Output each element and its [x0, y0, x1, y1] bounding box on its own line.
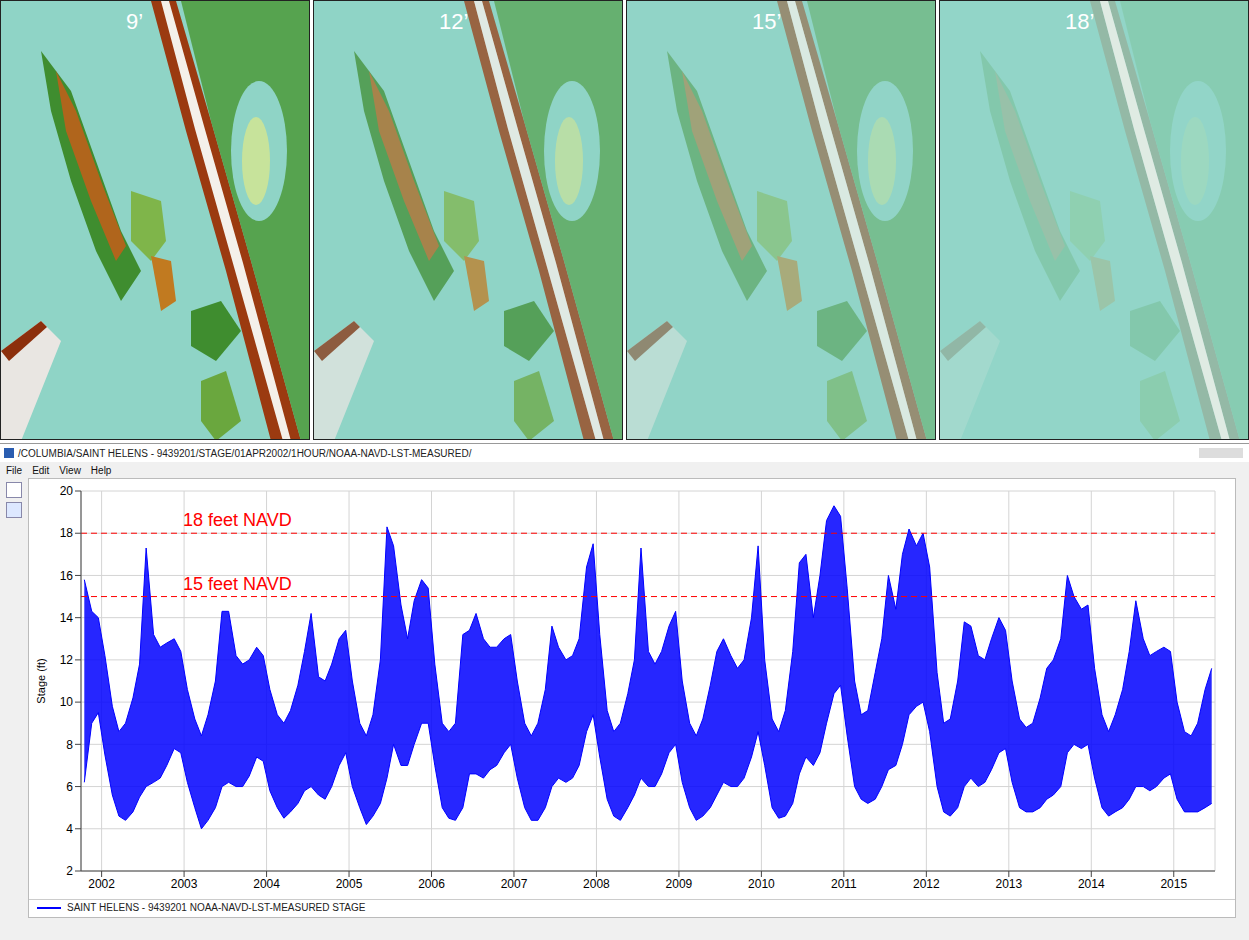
svg-text:16: 16: [60, 569, 74, 583]
svg-text:9’: 9’: [126, 9, 143, 34]
svg-text:15 feet NAVD: 15 feet NAVD: [183, 574, 292, 594]
svg-text:12’: 12’: [439, 9, 468, 34]
html-text:File: File: [6, 464, 23, 476]
svg-text:12: 12: [60, 653, 74, 667]
html-text:Help: Help: [90, 464, 112, 476]
svg-text:18: 18: [60, 526, 74, 540]
svg-text:20: 20: [60, 484, 74, 498]
svg-text:Stage (ft): Stage (ft): [35, 658, 47, 703]
svg-text:8: 8: [66, 738, 73, 752]
svg-text:2011: 2011: [831, 877, 857, 891]
html-text:SAINT HELENS - 9439201 NOAA-NA: SAINT HELENS - 9439201 NOAA-NAVD-LST-MEA…: [67, 902, 366, 913]
svg-text:18’: 18’: [1065, 9, 1094, 34]
svg-text:2008: 2008: [583, 877, 610, 891]
html-text:Edit: Edit: [32, 464, 50, 476]
svg-text:14: 14: [60, 611, 74, 625]
html-text:View: View: [59, 464, 81, 476]
svg-text:2009: 2009: [666, 877, 693, 891]
svg-text:4: 4: [66, 822, 73, 836]
svg-text:15’: 15’: [752, 9, 781, 34]
svg-text:18 feet NAVD: 18 feet NAVD: [183, 510, 292, 530]
svg-text:2015: 2015: [1160, 877, 1187, 891]
svg-text:2012: 2012: [913, 877, 940, 891]
svg-text:2010: 2010: [748, 877, 775, 891]
html-text:/COLUMBIA/SAINT HELENS - 94392: /COLUMBIA/SAINT HELENS - 9439201/STAGE/0…: [18, 447, 472, 459]
svg-text:2005: 2005: [336, 877, 363, 891]
svg-text:2007: 2007: [501, 877, 528, 891]
svg-text:6: 6: [66, 780, 73, 794]
svg-text:2003: 2003: [171, 877, 198, 891]
svg-text:2014: 2014: [1078, 877, 1105, 891]
svg-text:10: 10: [60, 695, 74, 709]
svg-text:2002: 2002: [88, 877, 115, 891]
svg-text:2006: 2006: [418, 877, 445, 891]
svg-text:2013: 2013: [995, 877, 1022, 891]
svg-text:2004: 2004: [253, 877, 280, 891]
svg-text:2: 2: [66, 864, 73, 878]
